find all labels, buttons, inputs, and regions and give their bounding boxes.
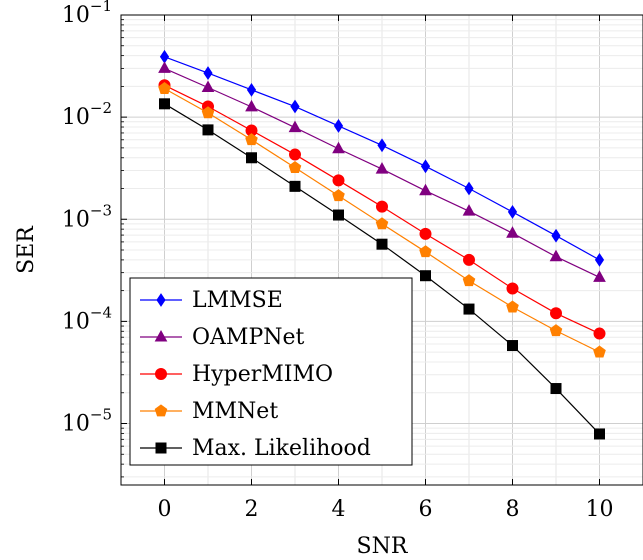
data-point-hypermimo [419, 227, 432, 240]
data-point-hypermimo [463, 253, 475, 266]
data-point-mmnet [245, 133, 258, 146]
data-point-oampnet [288, 120, 302, 133]
data-point-oampnet [201, 80, 215, 93]
data-point-max-likelihood [507, 340, 518, 352]
data-point-max-likelihood [594, 428, 605, 440]
series-lmmse [159, 49, 605, 267]
data-point-max-likelihood [246, 152, 257, 164]
legend-marker [155, 442, 167, 454]
data-point-max-likelihood [159, 98, 170, 110]
data-point-oampnet [462, 204, 476, 216]
y-tick-label: 10−2 [62, 99, 112, 130]
data-point-lmmse [551, 228, 561, 243]
x-tick-label: 10 [586, 497, 614, 522]
data-point-hypermimo [332, 174, 345, 187]
data-point-mmnet [549, 324, 563, 337]
series-max-likelihood [159, 98, 605, 440]
legend-item-max-likelihood: Max. Likelihood [140, 436, 371, 461]
data-point-hypermimo [376, 200, 388, 213]
data-point-lmmse [203, 66, 213, 80]
data-point-oampnet [375, 162, 389, 174]
x-tick-label: 8 [506, 497, 520, 522]
legend-marker [154, 329, 168, 342]
data-point-max-likelihood [550, 383, 562, 395]
y-tick-label: 10−4 [62, 303, 112, 334]
legend-marker [154, 404, 168, 417]
legend-item-hypermimo: HyperMIMO [140, 362, 333, 387]
legend-label: OAMPNet [192, 325, 305, 350]
data-point-max-likelihood [333, 209, 344, 221]
data-point-oampnet [506, 226, 519, 238]
x-tick-label: 4 [332, 497, 346, 522]
data-point-oampnet [332, 141, 345, 154]
y-tick-label: 10−5 [62, 406, 112, 437]
data-point-mmnet [288, 161, 302, 174]
data-point-lmmse [246, 82, 257, 97]
x-tick-label: 6 [419, 497, 433, 522]
data-point-mmnet [593, 345, 606, 358]
y-tick-label: 10−3 [62, 201, 112, 232]
y-tick-label: 10−1 [62, 0, 112, 28]
legend-label: Max. Likelihood [192, 436, 371, 461]
data-point-lmmse [290, 99, 300, 114]
legend-item-lmmse: LMMSE [140, 288, 283, 313]
data-point-mmnet [506, 300, 519, 313]
data-point-lmmse [464, 181, 474, 196]
x-tick-label: 0 [158, 497, 172, 522]
data-point-mmnet [158, 82, 171, 95]
data-point-max-likelihood [202, 124, 214, 136]
data-point-lmmse [377, 138, 387, 153]
axis-ticks: 0 2 4 6 8 10 10−1 10−2 10−3 10−4 10−5 [62, 0, 614, 522]
data-point-mmnet [419, 245, 432, 258]
data-point-oampnet [158, 61, 171, 73]
data-point-lmmse [159, 49, 170, 64]
data-point-mmnet [201, 106, 215, 119]
data-point-hypermimo [506, 282, 519, 295]
data-point-mmnet [375, 217, 389, 230]
data-point-lmmse [420, 159, 431, 174]
data-point-mmnet [462, 274, 476, 287]
legend-marker [155, 368, 167, 380]
data-point-max-likelihood [420, 270, 431, 282]
data-point-oampnet [549, 249, 563, 262]
series-mmnet [158, 82, 606, 358]
data-point-lmmse [507, 205, 518, 219]
data-point-hypermimo [289, 148, 301, 161]
data-point-lmmse [333, 119, 344, 133]
legend-label: HyperMIMO [192, 362, 333, 387]
data-point-oampnet [245, 99, 258, 112]
legend-marker [156, 293, 166, 307]
data-point-hypermimo [550, 307, 562, 320]
legend: LMMSE OAMPNet HyperMIMO MMNet Max. Likelihoo… [129, 277, 413, 466]
data-point-oampnet [419, 183, 432, 196]
x-axis-title: SNR [357, 534, 409, 559]
data-point-oampnet [593, 270, 606, 282]
series-oampnet [158, 61, 606, 282]
legend-item-oampnet: OAMPNet [140, 325, 305, 350]
data-point-mmnet [332, 189, 345, 202]
data-point-max-likelihood [463, 303, 475, 315]
legend-item-mmnet: MMNet [140, 399, 278, 424]
y-axis-title: SER [14, 225, 39, 274]
data-point-max-likelihood [289, 180, 301, 192]
data-point-max-likelihood [376, 238, 388, 250]
x-tick-label: 2 [245, 497, 259, 522]
legend-label: MMNet [192, 399, 278, 424]
legend-box [129, 277, 413, 466]
data-point-lmmse [594, 252, 605, 267]
series-layer [158, 49, 606, 440]
data-point-hypermimo [593, 327, 606, 340]
legend-label: LMMSE [192, 288, 283, 313]
